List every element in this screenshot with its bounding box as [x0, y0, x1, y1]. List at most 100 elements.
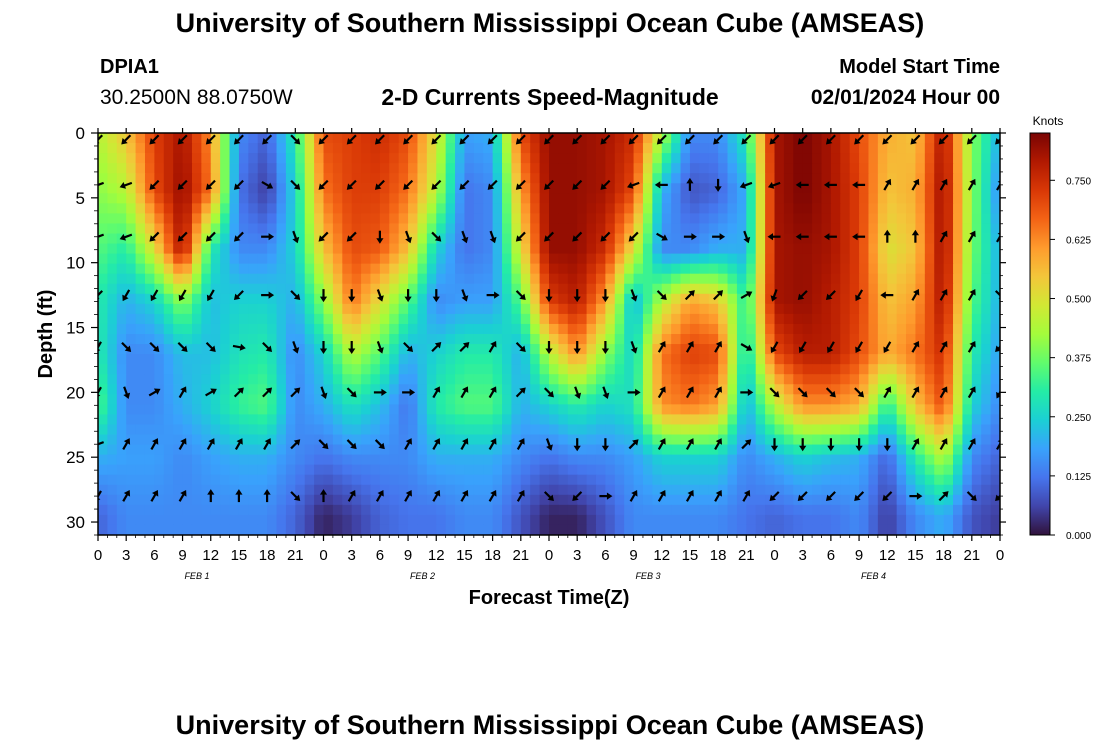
heatmap-cell [539, 424, 550, 436]
heatmap-cell [671, 173, 682, 184]
heatmap-cell [840, 263, 851, 275]
heatmap-cell [859, 303, 870, 315]
heatmap-cell [577, 414, 588, 426]
heatmap-cell [859, 504, 870, 516]
heatmap-cell [238, 143, 249, 154]
heatmap-cell [549, 334, 559, 345]
heatmap-cell [210, 474, 221, 486]
heatmap-cell [314, 394, 325, 405]
heatmap-cell [642, 173, 653, 184]
heatmap-cell [755, 364, 766, 375]
current-arrow [346, 231, 357, 242]
current-arrow [714, 178, 722, 192]
heatmap-cell [135, 203, 146, 214]
heatmap-cell [445, 494, 456, 506]
heatmap-cell [595, 293, 606, 305]
heatmap-cell [455, 153, 466, 164]
heatmap-cell [642, 474, 653, 486]
heatmap-cell [671, 273, 682, 285]
heatmap-cell [924, 414, 935, 426]
heatmap-cell [793, 223, 804, 235]
heatmap-cell [361, 374, 372, 385]
heatmap-cell [661, 374, 672, 385]
heatmap-cell [408, 253, 419, 265]
heatmap-cell [191, 303, 202, 315]
heatmap-cell [229, 454, 240, 466]
heatmap-cell [539, 474, 550, 486]
heatmap-cell [276, 334, 287, 345]
heatmap-cell [492, 354, 503, 365]
heatmap-cell [877, 313, 888, 325]
heatmap-cell [755, 133, 766, 144]
heatmap-cell [990, 253, 1000, 265]
heatmap-cell [154, 253, 165, 265]
heatmap-cell [605, 524, 616, 535]
heatmap-cell [586, 444, 597, 456]
heatmap-cell [398, 223, 409, 235]
heatmap-cell [671, 444, 682, 456]
heatmap-cell [511, 273, 522, 285]
heatmap-cell [859, 334, 870, 345]
heatmap-cell [586, 193, 597, 204]
heatmap-cell [107, 464, 118, 476]
heatmap-cell [953, 193, 964, 204]
heatmap-cell [840, 424, 851, 436]
current-arrow [543, 491, 554, 502]
heatmap-cell [821, 273, 832, 285]
heatmap-cell [520, 283, 531, 295]
heatmap-cell [107, 263, 118, 275]
heatmap-cell [896, 203, 907, 214]
heatmap-cell [191, 344, 202, 355]
heatmap-cell [727, 233, 738, 245]
heatmap-cell [351, 303, 362, 315]
heatmap-cell [642, 514, 653, 526]
heatmap-cell [107, 303, 118, 315]
heatmap-cell [953, 504, 964, 516]
current-arrow [404, 438, 412, 450]
heatmap-cell [191, 384, 202, 395]
current-arrow [713, 134, 724, 145]
heatmap-cell [417, 263, 428, 275]
heatmap-cell [915, 514, 926, 526]
heatmap-cell [859, 384, 870, 395]
heatmap-cell [708, 474, 719, 486]
heatmap-cell [840, 404, 851, 415]
heatmap-cell [257, 293, 268, 305]
heatmap-cell [671, 293, 682, 305]
heatmap-cell [464, 193, 475, 204]
heatmap-cell [718, 414, 729, 426]
current-arrow [909, 492, 923, 500]
heatmap-cell [398, 434, 409, 446]
heatmap-cell [783, 293, 794, 305]
heatmap-cell [492, 183, 503, 194]
heatmap-cell [389, 414, 400, 426]
heatmap-cell [605, 183, 616, 194]
heatmap-cell [539, 354, 550, 365]
heatmap-cell [417, 143, 428, 154]
heatmap-cell [445, 404, 456, 415]
heatmap-cell [191, 514, 202, 526]
heatmap-cell [661, 484, 672, 496]
heatmap-cell [370, 344, 381, 355]
heatmap-cell [971, 293, 982, 305]
heatmap-cell [220, 514, 231, 526]
heatmap-cell [953, 213, 964, 225]
heatmap-cell [389, 133, 400, 144]
heatmap-cell [990, 404, 1000, 415]
heatmap-cell [473, 273, 484, 285]
heatmap-cell [426, 494, 437, 506]
current-arrow [263, 438, 271, 450]
heatmap-cell [605, 263, 616, 275]
heatmap-cell [332, 133, 343, 144]
heatmap-cell [971, 444, 982, 456]
heatmap-cell [361, 293, 372, 305]
heatmap-cell [633, 354, 644, 365]
station-id: DPIA1 [100, 56, 159, 78]
heatmap-cell [849, 193, 860, 204]
heatmap-cell [567, 213, 578, 225]
heatmap-cell [605, 404, 616, 415]
heatmap-cell [783, 273, 794, 285]
heatmap-cell [981, 364, 992, 375]
heatmap-cell [605, 344, 616, 355]
heatmap-cell [126, 273, 137, 285]
